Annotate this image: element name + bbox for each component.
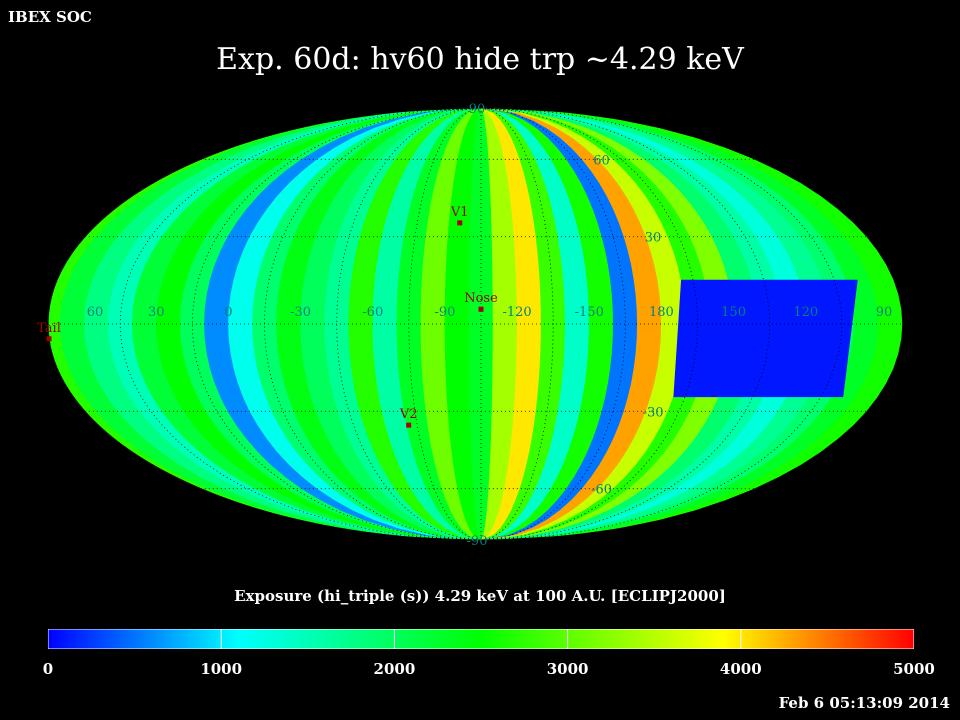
marker-v1-label: V1 [450,205,469,220]
colorbar-tick-label: 0 [42,660,54,678]
exposure-strip [480,108,879,540]
map-outline [47,107,915,541]
colorbar-title: Exposure (hi_triple (s)) 4.29 keV at 100… [234,587,726,605]
longitude-label: -150 [575,305,604,320]
latitude-labels: 90 60 30 -30 -60 -90 [467,102,664,549]
latitude-label: -90 [467,534,488,549]
longitude-label: -90 [434,305,455,320]
colorbar-tick-label: 1000 [200,660,243,678]
marker-v1-dot [457,220,463,226]
latitude-label: -30 [643,405,664,420]
mollweide-map: 60 30 0 -30 -60 -90 -120 -150 180 150 120 90 90 60 30… [37,102,915,549]
meridian-line [480,108,771,540]
colorbar-tick-label: 2000 [373,660,416,678]
colorbar-tick-label: 4000 [719,660,762,678]
latitude-label: -60 [591,483,612,498]
markers: V1 Nose V2 Tail [37,205,498,428]
longitude-label: -30 [290,305,311,320]
colorbar-gradient [48,629,914,649]
marker-v2-dot [406,422,412,428]
latitude-label: 90 [469,102,486,117]
exposure-strips [48,108,903,540]
org-label: IBEX SOC [8,8,92,26]
longitude-label: 60 [87,305,104,320]
low-exposure-patch [673,279,858,398]
timestamp: Feb 6 05:13:09 2014 [778,694,950,712]
chart-title: Exp. 60d: hv60 hide trp ~4.29 keV [216,42,744,77]
marker-tail-label: Tail [37,321,61,336]
marker-nose-label: Nose [464,291,498,306]
marker-nose-dot [478,306,484,312]
meridian-line [191,108,482,540]
colorbar-tick-label: 5000 [893,660,935,678]
meridian-line [480,108,554,540]
longitude-label: -60 [362,305,383,320]
colorbar [48,629,914,649]
latitude-label: 60 [593,153,610,168]
longitude-labels: 60 30 0 -30 -60 -90 -120 -150 180 150 120 90 [87,305,893,320]
longitude-label: 120 [793,305,818,320]
longitude-label: -120 [502,305,531,320]
meridian-line [480,108,843,540]
longitude-label: 180 [649,305,674,320]
longitude-label: 30 [148,305,165,320]
marker-v2-label: V2 [399,407,418,422]
colorbar-ticks [48,629,914,649]
graticule [48,108,914,540]
longitude-label: 90 [876,305,893,320]
longitude-label: 0 [224,305,232,320]
longitude-label: 150 [721,305,746,320]
low-exposure-region [673,279,858,398]
marker-tail-dot [46,336,52,342]
latitude-label: 30 [645,231,662,246]
colorbar-tick-label: 3000 [546,660,589,678]
